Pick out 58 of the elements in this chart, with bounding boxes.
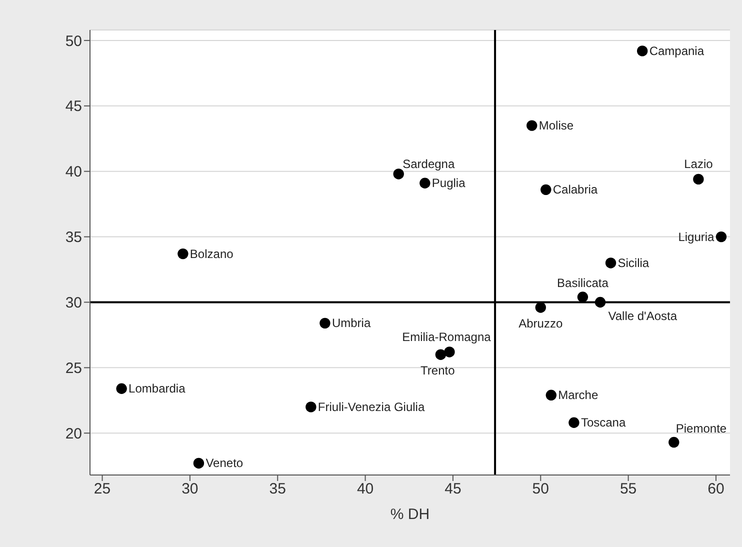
series-label: Sardegna	[402, 156, 455, 171]
point	[668, 436, 680, 448]
point	[178, 248, 188, 260]
point	[393, 168, 404, 180]
y-tick-label: 35	[65, 229, 82, 246]
x-tick-label: 60	[708, 480, 724, 498]
point	[193, 458, 204, 469]
series-label: Friuli-Venezia Giulia	[318, 400, 425, 414]
series-label: Liguria	[678, 230, 715, 244]
point	[435, 349, 446, 360]
x-tick-label: 25	[94, 480, 111, 498]
series-label: Toscana	[580, 416, 626, 430]
series-label: Molise	[538, 118, 574, 133]
series-label: Marche	[558, 388, 598, 402]
y-tick-label: 30	[65, 294, 82, 312]
series-label: Sicilia	[618, 256, 650, 270]
point	[693, 174, 704, 185]
x-tick-label: 35	[269, 480, 286, 498]
series-label: Campania	[649, 44, 704, 58]
series-label: Valle d'Aosta	[608, 309, 678, 324]
point	[444, 346, 455, 358]
point	[605, 258, 616, 268]
point	[636, 46, 648, 56]
series-label: Bolzano	[190, 246, 234, 261]
series-label: Piemonte	[676, 421, 727, 436]
series-label: Calabria	[552, 182, 598, 197]
x-tick-label: 40	[356, 480, 374, 498]
series-label: Lazio	[684, 157, 714, 172]
y-tick-label: 50	[65, 32, 82, 50]
point	[420, 178, 430, 188]
y-tick-label: 25	[65, 360, 82, 377]
point	[526, 120, 538, 131]
y-tick-label: 40	[65, 164, 82, 181]
x-tick-label: 30	[182, 480, 198, 498]
series-label: Trento	[420, 364, 456, 378]
point	[320, 318, 330, 329]
series-label: Puglia	[432, 176, 466, 190]
series-label: Lombardia	[128, 382, 186, 396]
point	[568, 417, 580, 428]
point	[546, 390, 557, 401]
point	[577, 292, 588, 302]
series-label: Basilicata	[557, 276, 609, 290]
y-tick-label: 45	[65, 98, 82, 116]
x-tick-label: 50	[532, 480, 549, 498]
x-tick-label: 45	[444, 480, 462, 498]
series-label: Emilia-Romagna	[402, 330, 492, 344]
x-tick-label: 55	[620, 480, 637, 498]
series-label: Abruzzo	[518, 316, 563, 330]
series-label: Umbria	[332, 316, 371, 330]
series-label: Veneto	[206, 456, 244, 470]
point	[306, 402, 316, 412]
point	[716, 231, 727, 242]
y-tick-label: 20	[65, 425, 82, 442]
x-axis-title: % DH	[390, 506, 430, 523]
point	[116, 383, 127, 394]
point	[540, 184, 552, 196]
point	[594, 296, 606, 308]
point	[535, 302, 546, 313]
